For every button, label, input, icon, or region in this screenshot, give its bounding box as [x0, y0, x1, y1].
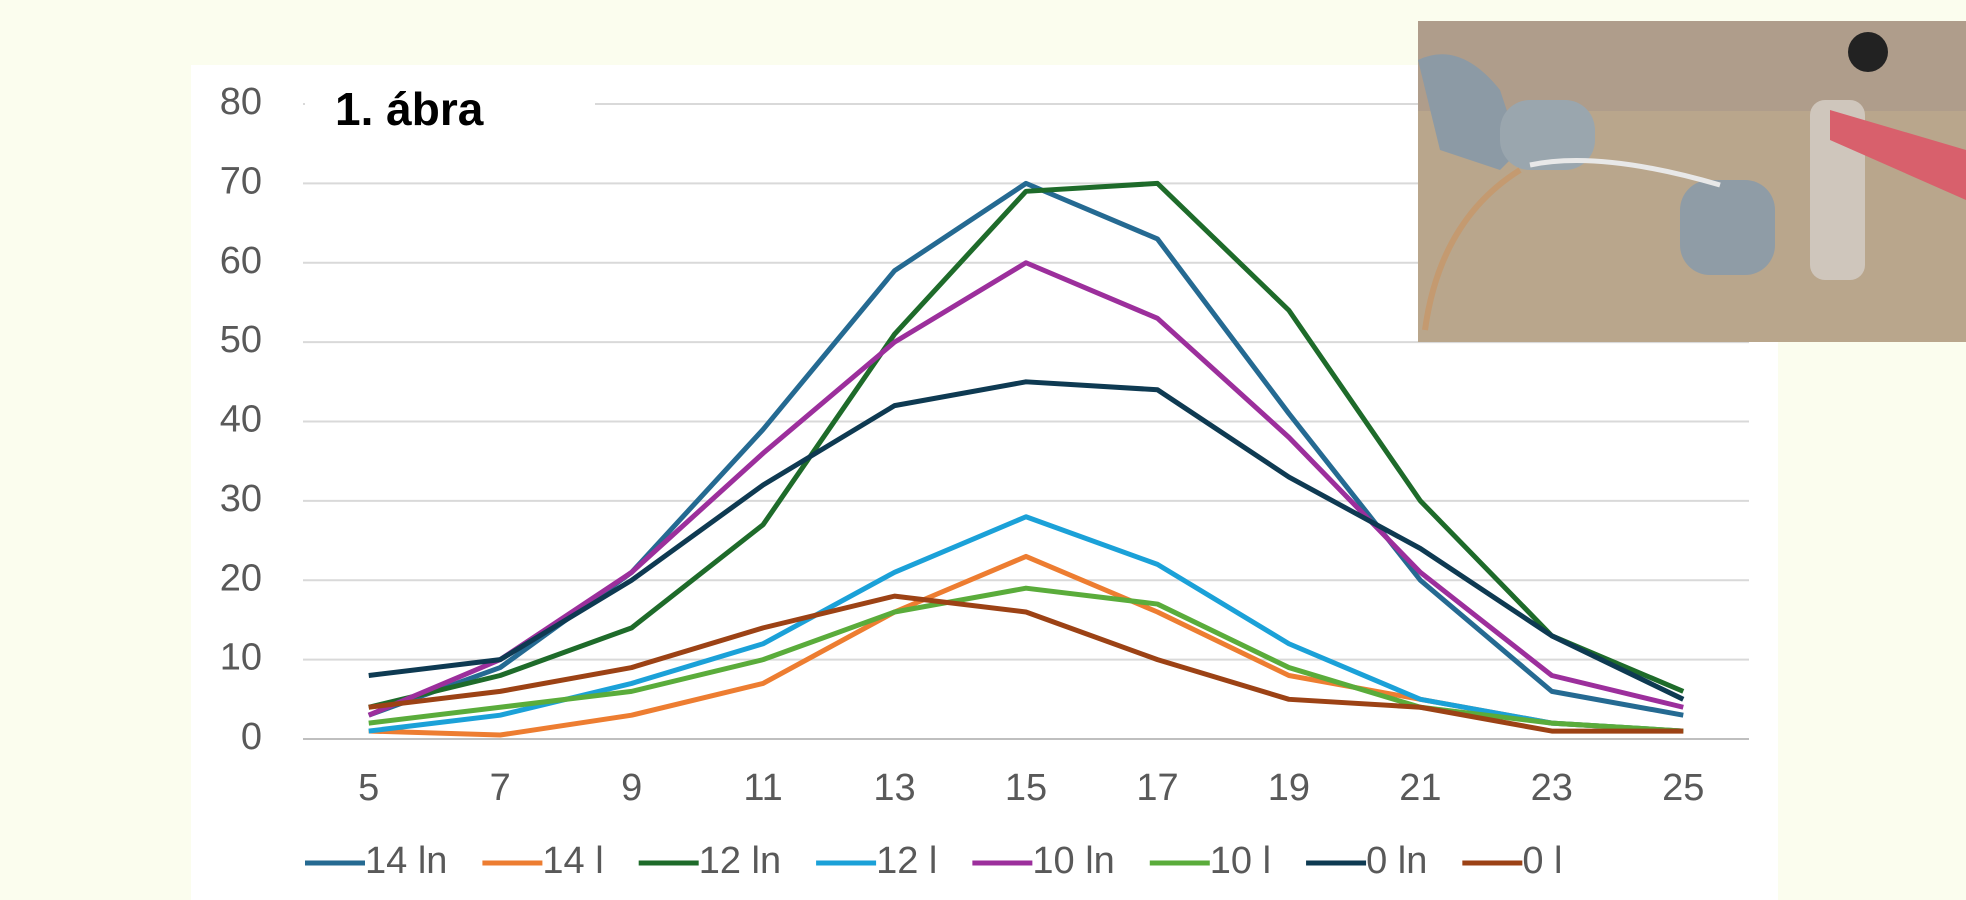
photo-object	[1680, 180, 1775, 275]
y-tick-label: 20	[220, 557, 262, 599]
x-tick-label: 21	[1399, 767, 1441, 809]
page: 1. ábra 0 10 20 30 40 50 60 70 80 5 7 9 11 13 15 17 19 21…	[0, 0, 1966, 900]
x-tick-label: 17	[1136, 767, 1178, 809]
y-tick-label: 0	[241, 716, 262, 758]
y-tick-label: 30	[220, 478, 262, 520]
x-tick-label: 13	[873, 767, 915, 809]
x-tick-label: 25	[1662, 767, 1704, 809]
legend-label: 10 l	[1210, 840, 1271, 882]
legend-label: 12 l	[876, 840, 937, 882]
y-tick-label: 10	[220, 637, 262, 679]
chart: 1. ábra 0 10 20 30 40 50 60 70 80 5 7 9 11 13 15 17 19 21…	[0, 0, 1966, 900]
legend-label: 14 l	[542, 840, 603, 882]
y-tick-label: 50	[220, 319, 262, 361]
y-tick-label: 60	[220, 240, 262, 282]
x-tick-label: 23	[1531, 767, 1573, 809]
photo-inset	[1418, 21, 1966, 342]
x-tick-label: 5	[358, 767, 379, 809]
y-tick-label: 70	[220, 160, 262, 202]
x-tick-label: 9	[621, 767, 642, 809]
chart-title: 1. ábra	[335, 83, 484, 135]
legend-label: 0 ln	[1366, 840, 1427, 882]
y-tick-label: 80	[220, 81, 262, 123]
legend-label: 0 l	[1522, 840, 1562, 882]
x-tick-label: 19	[1268, 767, 1310, 809]
legend-label: 12 ln	[699, 840, 781, 882]
photo-object	[1848, 32, 1888, 72]
x-tick-label: 15	[1005, 767, 1047, 809]
y-tick-label: 40	[220, 399, 262, 441]
legend-label: 10 ln	[1032, 840, 1114, 882]
x-tick-label: 7	[490, 767, 511, 809]
legend-label: 14 ln	[365, 840, 447, 882]
x-tick-label: 11	[743, 767, 782, 809]
